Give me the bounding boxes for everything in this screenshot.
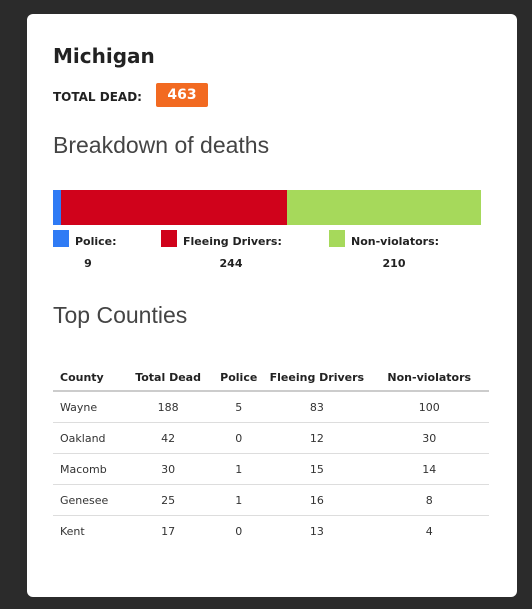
legend-swatch bbox=[53, 230, 69, 247]
bar-segment bbox=[61, 190, 287, 225]
table-cell: 100 bbox=[369, 391, 489, 423]
legend-swatch bbox=[329, 230, 345, 247]
table-row: Macomb 30 1 15 14 bbox=[53, 453, 489, 485]
table-cell: 17 bbox=[161, 524, 176, 538]
table-cell: Macomb bbox=[53, 453, 123, 485]
total-badge: 463 bbox=[156, 83, 208, 107]
bar-segment bbox=[286, 190, 481, 225]
table-cell: Genesee bbox=[53, 484, 123, 516]
table-body: Wayne 188 5 83 100 Oakland 42 0 12 30 Macomb 30 1 15 1… bbox=[53, 391, 489, 546]
table-cell: Oakland bbox=[53, 422, 123, 454]
table-cell: 30 bbox=[369, 422, 489, 454]
table-cell: Kent bbox=[60, 524, 85, 538]
state-title: Michigan bbox=[53, 44, 155, 68]
legend-label: Fleeing Drivers: bbox=[183, 235, 282, 248]
table-cell: 12 bbox=[264, 422, 370, 454]
table-cell: 188 bbox=[122, 391, 214, 423]
table-cell: 25 bbox=[122, 484, 214, 516]
legend-swatch bbox=[161, 230, 177, 247]
table-cell: 30 bbox=[122, 453, 214, 485]
table-row: Oakland 42 0 12 30 bbox=[53, 422, 489, 454]
stacked-bar bbox=[53, 190, 481, 225]
legend-label: Police: bbox=[75, 235, 117, 248]
table-cell: 8 bbox=[369, 484, 489, 516]
column-header: Total Dead bbox=[122, 364, 214, 392]
legend-label: Non-violators: bbox=[351, 235, 440, 248]
table-cell: 15 bbox=[264, 453, 370, 485]
column-header: Fleeing Drivers bbox=[264, 364, 370, 392]
breakdown-title: Breakdown of deaths bbox=[53, 132, 270, 158]
table-row: Kent 17 0 13 4 bbox=[53, 516, 489, 547]
table-cell: 1 bbox=[213, 453, 265, 485]
column-header: County bbox=[53, 364, 123, 392]
table-cell: 1 bbox=[213, 484, 265, 516]
header-row: County Total Dead Police Fleeing Drivers Non… bbox=[53, 364, 489, 392]
county-table: County Total Dead Police Fleeing Drivers Non… bbox=[53, 364, 489, 546]
table-cell: 13 bbox=[309, 524, 324, 538]
legend-value: 210 bbox=[382, 257, 406, 270]
table-cell: 0 bbox=[235, 524, 243, 538]
table-cell: 16 bbox=[264, 484, 370, 516]
table-title: Top Counties bbox=[53, 302, 188, 328]
state-card: Michigan TOTAL DEAD: 463 Breakdown of de… bbox=[27, 14, 517, 597]
bar-segment bbox=[53, 190, 62, 225]
table-cell: 42 bbox=[122, 422, 214, 454]
table-cell: 83 bbox=[264, 391, 370, 423]
column-header: Non-violators bbox=[369, 364, 489, 392]
total-label: TOTAL DEAD: bbox=[53, 90, 142, 104]
table-cell: 5 bbox=[213, 391, 265, 423]
table-row: Wayne 188 5 83 100 bbox=[53, 391, 489, 423]
legend-value: 9 bbox=[84, 257, 92, 270]
table-cell: 14 bbox=[369, 453, 489, 485]
table-cell: Wayne bbox=[53, 391, 123, 423]
column-header: Police bbox=[213, 364, 265, 392]
table-cell: 4 bbox=[425, 524, 433, 538]
legend-value: 244 bbox=[219, 257, 243, 270]
table-cell: 0 bbox=[213, 422, 265, 454]
table-row: Genesee 25 1 16 8 bbox=[53, 484, 489, 516]
